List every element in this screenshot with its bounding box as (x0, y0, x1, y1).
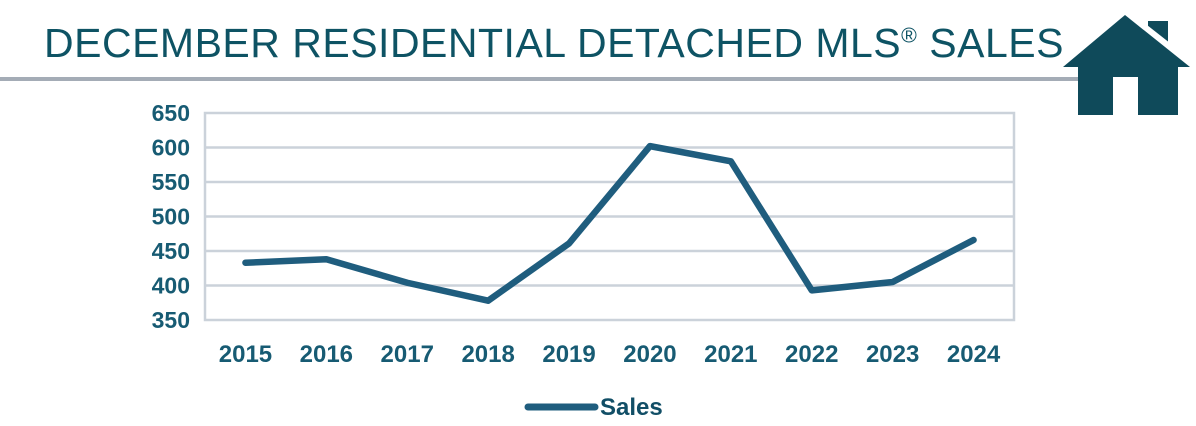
x-tick-label: 2015 (219, 341, 272, 368)
sales-series-line (242, 142, 977, 304)
title-text-main: DECEMBER RESIDENTIAL DETACHED MLS (44, 20, 902, 66)
title-divider-line (0, 77, 1078, 81)
title-text-suffix: SALES (917, 20, 1064, 66)
x-tick-label: 2017 (381, 341, 434, 368)
house-door (1113, 77, 1138, 115)
house-roof-gap (1118, 8, 1196, 71)
x-tick-label: 2019 (542, 341, 595, 368)
page-title: DECEMBER RESIDENTIAL DETACHED MLS® SALES (44, 20, 1064, 67)
legend-label: Sales (600, 394, 663, 421)
y-tick-label: 450 (152, 238, 190, 264)
y-tick-label: 500 (152, 204, 190, 230)
x-tick-label: 2023 (866, 341, 919, 368)
x-tick-label: 2020 (623, 341, 676, 368)
x-tick-label: 2022 (785, 341, 838, 368)
x-tick-label: 2021 (704, 341, 757, 368)
house-icon (1063, 8, 1196, 115)
y-tick-label: 400 (152, 273, 190, 299)
y-tick-label: 650 (152, 100, 190, 126)
x-tick-label: 2016 (300, 341, 353, 368)
plot-border (203, 111, 1016, 322)
y-tick-label: 350 (152, 307, 190, 333)
x-tick-label: 2024 (947, 341, 1001, 368)
y-tick-label: 600 (152, 135, 190, 161)
house-roof (1063, 15, 1190, 67)
x-tick-label: 2018 (461, 341, 514, 368)
registered-trademark-symbol: ® (901, 23, 918, 48)
y-tick-label: 550 (152, 169, 190, 195)
sales-line-chart: 350 400 450 500 550 600 650 2015 2016 2017 2018 201… (152, 100, 1016, 421)
